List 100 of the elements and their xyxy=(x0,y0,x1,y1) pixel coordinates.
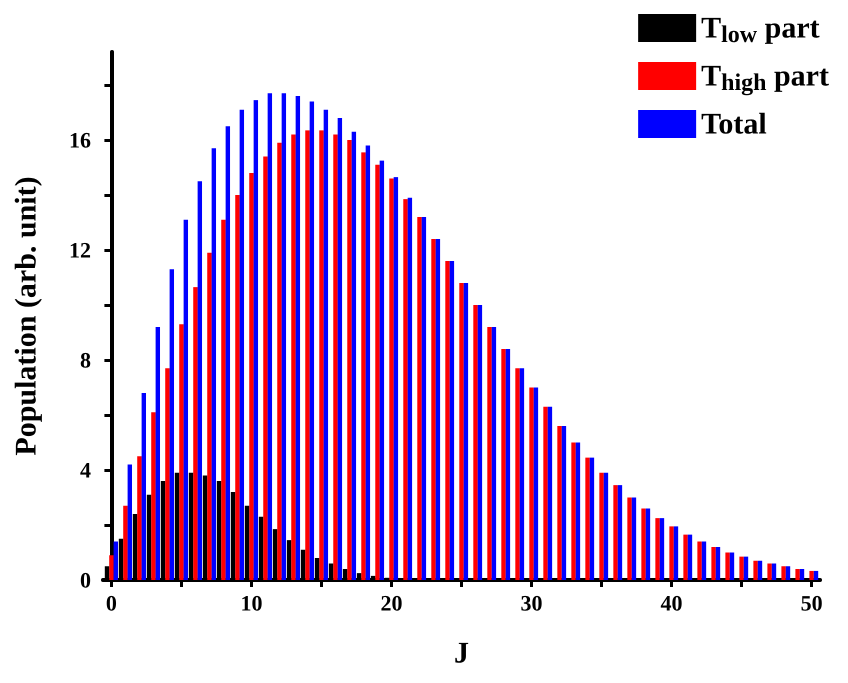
bar xyxy=(445,261,450,580)
bar xyxy=(772,564,776,580)
bar xyxy=(436,239,440,580)
bar xyxy=(207,252,212,580)
x-tick-label: 10 xyxy=(240,590,262,616)
bar xyxy=(459,283,464,580)
bar xyxy=(632,498,636,580)
bar xyxy=(403,199,408,580)
bar xyxy=(781,566,786,580)
y-tick-label: 0 xyxy=(80,568,91,592)
bar xyxy=(487,327,492,580)
bar xyxy=(716,547,720,580)
bar xyxy=(529,388,534,580)
bar xyxy=(711,547,716,580)
bar xyxy=(263,156,268,580)
bar xyxy=(156,327,160,580)
bar xyxy=(702,542,706,580)
bar xyxy=(366,146,370,580)
bar xyxy=(683,534,688,580)
y-tick-label: 8 xyxy=(80,348,91,372)
bar xyxy=(347,140,352,580)
bar xyxy=(193,287,198,580)
bar xyxy=(198,181,202,580)
bar xyxy=(380,160,384,580)
bar xyxy=(361,152,366,580)
bar xyxy=(576,442,580,580)
bar xyxy=(184,220,188,580)
bar xyxy=(744,556,748,580)
bar xyxy=(142,393,146,580)
bar xyxy=(599,472,604,580)
bar xyxy=(590,458,594,580)
bar xyxy=(324,110,328,580)
bar xyxy=(730,552,734,580)
bar xyxy=(179,324,184,580)
bar xyxy=(739,556,744,580)
y-tick-label: 12 xyxy=(69,238,91,262)
bar xyxy=(338,118,342,580)
bar xyxy=(674,526,678,580)
x-axis-title: J xyxy=(454,636,469,670)
bar xyxy=(613,485,618,580)
bar xyxy=(109,555,114,580)
bar xyxy=(226,126,230,580)
bar xyxy=(660,518,664,580)
bar xyxy=(571,442,576,580)
bar xyxy=(254,100,258,580)
bar xyxy=(641,508,646,580)
bar xyxy=(137,456,142,580)
bar xyxy=(464,283,468,580)
bar xyxy=(394,177,398,580)
bar xyxy=(352,132,356,580)
bar xyxy=(151,412,156,580)
bar xyxy=(333,134,338,580)
bar xyxy=(800,569,804,580)
bar xyxy=(501,349,506,580)
bar xyxy=(291,134,296,580)
bar xyxy=(515,368,520,580)
bar xyxy=(249,173,254,580)
legend-label: Total xyxy=(701,108,767,140)
bar xyxy=(814,570,818,580)
bar xyxy=(655,518,660,580)
bar xyxy=(408,198,412,580)
bar xyxy=(389,178,394,580)
bar xyxy=(604,472,608,580)
bar xyxy=(758,560,762,580)
bar xyxy=(221,220,226,580)
bar xyxy=(277,142,282,580)
bar xyxy=(492,327,496,580)
bar xyxy=(767,564,772,580)
bar xyxy=(268,93,272,580)
x-tick-label: 30 xyxy=(520,590,543,616)
bar xyxy=(669,526,674,580)
bar xyxy=(431,239,436,580)
bar xyxy=(506,349,510,580)
bar xyxy=(375,164,380,580)
bar xyxy=(543,406,548,580)
bar xyxy=(422,217,426,580)
bar xyxy=(319,130,324,580)
bar xyxy=(688,534,692,580)
bar xyxy=(809,570,814,580)
bar xyxy=(646,508,650,580)
bar xyxy=(478,305,482,580)
bar xyxy=(114,542,118,580)
bar xyxy=(534,388,538,580)
bar xyxy=(212,148,216,580)
bar xyxy=(296,96,300,580)
bar xyxy=(562,426,566,580)
x-tick-label: 20 xyxy=(380,590,402,616)
bar xyxy=(305,130,310,580)
bar xyxy=(548,406,552,580)
bar xyxy=(697,542,702,580)
bar xyxy=(627,498,632,580)
bar xyxy=(170,269,174,580)
bar xyxy=(417,217,422,580)
y-axis-title: Population (arb. unit) xyxy=(10,176,42,456)
x-tick-label: 0 xyxy=(106,590,117,616)
bar xyxy=(557,426,562,580)
bar xyxy=(725,552,730,580)
x-tick-label: 40 xyxy=(660,590,683,616)
bar xyxy=(235,195,240,580)
bar xyxy=(520,368,524,580)
